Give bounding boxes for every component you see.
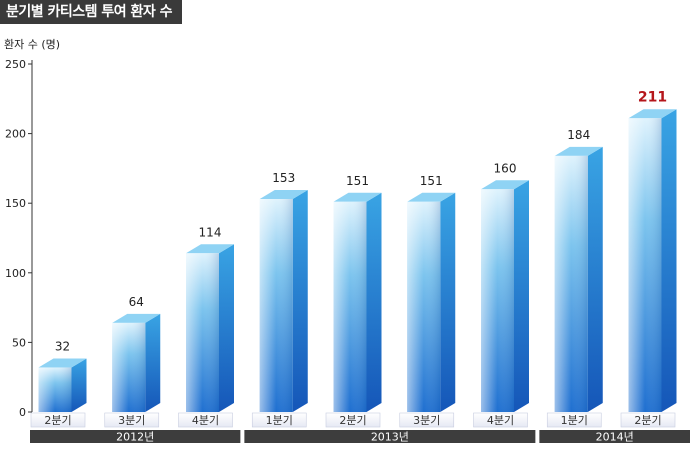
y-tick-label: 0 bbox=[19, 406, 26, 419]
bar-side bbox=[440, 192, 456, 412]
category-label: 1분기 bbox=[561, 414, 588, 427]
year-label: 2012년 bbox=[116, 431, 154, 444]
bar-side bbox=[587, 146, 603, 412]
data-label: 160 bbox=[494, 161, 517, 175]
y-axis-label: 환자 수 (명) bbox=[4, 38, 61, 51]
category-label: 3분기 bbox=[413, 414, 440, 427]
data-label: 211 bbox=[638, 89, 667, 105]
year-label: 2013년 bbox=[371, 431, 409, 444]
bar: 153 bbox=[259, 171, 308, 412]
bar-gloss bbox=[333, 201, 367, 412]
category-label: 4분기 bbox=[487, 414, 514, 427]
bar-top bbox=[38, 358, 87, 368]
bar: 184 bbox=[554, 128, 603, 412]
bar-top bbox=[112, 313, 161, 323]
year-band: 2014년 bbox=[539, 430, 690, 444]
bar-top bbox=[259, 190, 308, 200]
category-tab bbox=[178, 412, 233, 428]
category-label: 1분기 bbox=[266, 414, 293, 427]
category-tab bbox=[546, 412, 602, 428]
bar-gloss bbox=[186, 253, 219, 412]
data-label: 153 bbox=[272, 171, 295, 185]
data-label: 151 bbox=[420, 174, 443, 188]
data-label: 64 bbox=[129, 295, 144, 309]
year-band: 2013년 bbox=[244, 430, 536, 444]
category-label: 3분기 bbox=[118, 414, 145, 427]
category-label: 2분기 bbox=[44, 414, 71, 427]
bar: 160 bbox=[481, 161, 529, 412]
bar-top bbox=[333, 192, 382, 202]
bar-side bbox=[145, 313, 161, 412]
year-label: 2014년 bbox=[596, 431, 634, 444]
bar-gloss bbox=[554, 155, 588, 412]
bar-side bbox=[71, 358, 87, 412]
bar-gloss bbox=[481, 189, 514, 412]
y-tick-label: 250 bbox=[5, 58, 26, 71]
bar: 114 bbox=[186, 225, 234, 412]
category-label: 2분기 bbox=[634, 414, 661, 427]
bar-side bbox=[219, 244, 234, 412]
bar-side bbox=[292, 190, 308, 412]
y-tick-label: 150 bbox=[5, 197, 26, 210]
bar-top bbox=[186, 244, 234, 254]
category-label: 4분기 bbox=[192, 414, 219, 427]
data-label: 184 bbox=[567, 128, 590, 142]
bar: 64 bbox=[112, 295, 161, 412]
category-tab bbox=[30, 412, 86, 428]
bar-side bbox=[661, 109, 677, 413]
bar-gloss bbox=[407, 201, 441, 412]
bar-top bbox=[481, 180, 529, 190]
bar: 211 bbox=[628, 89, 677, 413]
bar: 151 bbox=[407, 174, 456, 412]
bar: 151 bbox=[333, 174, 382, 412]
category-tab bbox=[399, 412, 455, 428]
y-tick-label: 100 bbox=[5, 267, 26, 280]
bar-gloss bbox=[38, 367, 72, 412]
y-tick-label: 200 bbox=[5, 128, 26, 141]
category-tab bbox=[325, 412, 381, 428]
bar-gloss bbox=[259, 199, 293, 412]
bar-side bbox=[366, 192, 382, 412]
data-label: 151 bbox=[346, 174, 369, 188]
data-label: 32 bbox=[55, 339, 70, 353]
year-band: 2012년 bbox=[30, 430, 241, 444]
category-label: 2분기 bbox=[339, 414, 366, 427]
category-tab bbox=[620, 412, 676, 428]
data-label: 114 bbox=[199, 225, 222, 239]
bar-top bbox=[628, 109, 677, 119]
bar-top bbox=[554, 146, 603, 156]
bar-gloss bbox=[628, 118, 662, 413]
category-tab bbox=[251, 412, 307, 428]
bar-side bbox=[514, 180, 529, 412]
category-tab bbox=[473, 412, 528, 428]
bar: 32 bbox=[38, 339, 87, 412]
chart-title: 분기별 카티스템 투여 환자 수 bbox=[0, 0, 183, 24]
bar-top bbox=[407, 192, 456, 202]
bar-gloss bbox=[112, 322, 146, 412]
category-tab bbox=[104, 412, 160, 428]
y-tick-label: 50 bbox=[12, 336, 26, 349]
